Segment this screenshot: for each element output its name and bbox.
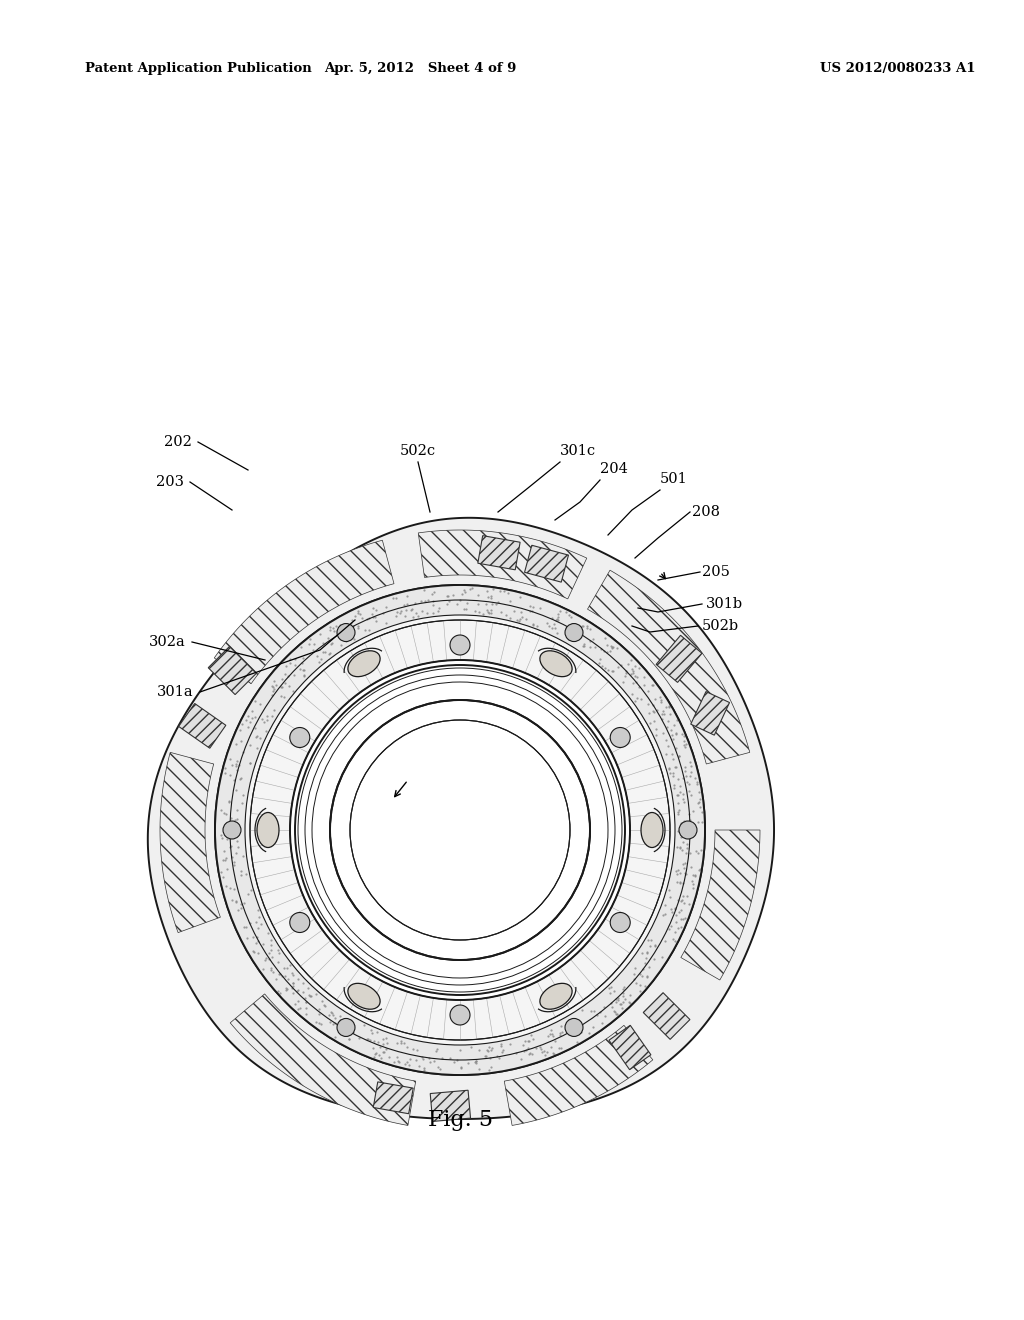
Ellipse shape [257,813,279,847]
Circle shape [679,821,697,840]
Circle shape [337,1019,355,1036]
Ellipse shape [348,983,380,1010]
Polygon shape [609,1026,651,1069]
Polygon shape [643,993,690,1039]
Text: 501: 501 [660,473,688,486]
Polygon shape [681,830,760,979]
Circle shape [337,623,355,642]
Polygon shape [160,752,220,933]
Circle shape [450,1005,470,1026]
Polygon shape [478,536,520,570]
Polygon shape [430,1090,470,1122]
Text: 302a: 302a [150,635,186,649]
Ellipse shape [540,983,572,1010]
Circle shape [290,727,310,747]
Polygon shape [147,517,774,1119]
Text: Apr. 5, 2012   Sheet 4 of 9: Apr. 5, 2012 Sheet 4 of 9 [324,62,516,75]
Polygon shape [524,545,568,582]
Text: 205: 205 [702,565,730,579]
Circle shape [330,700,590,960]
Circle shape [290,912,310,932]
Polygon shape [230,994,416,1126]
Circle shape [245,615,675,1045]
Ellipse shape [641,813,663,847]
Text: 502c: 502c [400,444,436,458]
Polygon shape [504,1026,653,1126]
Text: US 2012/0080233 A1: US 2012/0080233 A1 [820,62,976,75]
Polygon shape [418,531,587,599]
Polygon shape [178,704,226,748]
Circle shape [565,623,583,642]
Text: 204: 204 [600,462,628,477]
Ellipse shape [348,651,380,677]
Circle shape [215,585,705,1074]
Text: Patent Application Publication: Patent Application Publication [85,62,311,75]
Circle shape [565,1019,583,1036]
Polygon shape [691,692,729,735]
Circle shape [610,912,630,932]
Ellipse shape [540,651,572,677]
Circle shape [290,660,630,1001]
Text: 301b: 301b [706,597,743,611]
Text: 301c: 301c [560,444,596,458]
Text: 301a: 301a [158,685,194,700]
Text: Fig. 5: Fig. 5 [427,1109,493,1131]
Circle shape [250,620,670,1040]
Polygon shape [214,540,394,684]
Text: 202: 202 [164,436,193,449]
Text: 203: 203 [156,475,184,488]
Circle shape [215,585,705,1074]
Polygon shape [588,570,750,764]
Polygon shape [373,1082,414,1114]
Polygon shape [208,647,256,694]
Text: 208: 208 [692,506,720,519]
Circle shape [223,821,241,840]
Text: 502b: 502b [702,619,739,634]
Polygon shape [656,635,702,682]
Circle shape [610,727,630,747]
Circle shape [450,635,470,655]
